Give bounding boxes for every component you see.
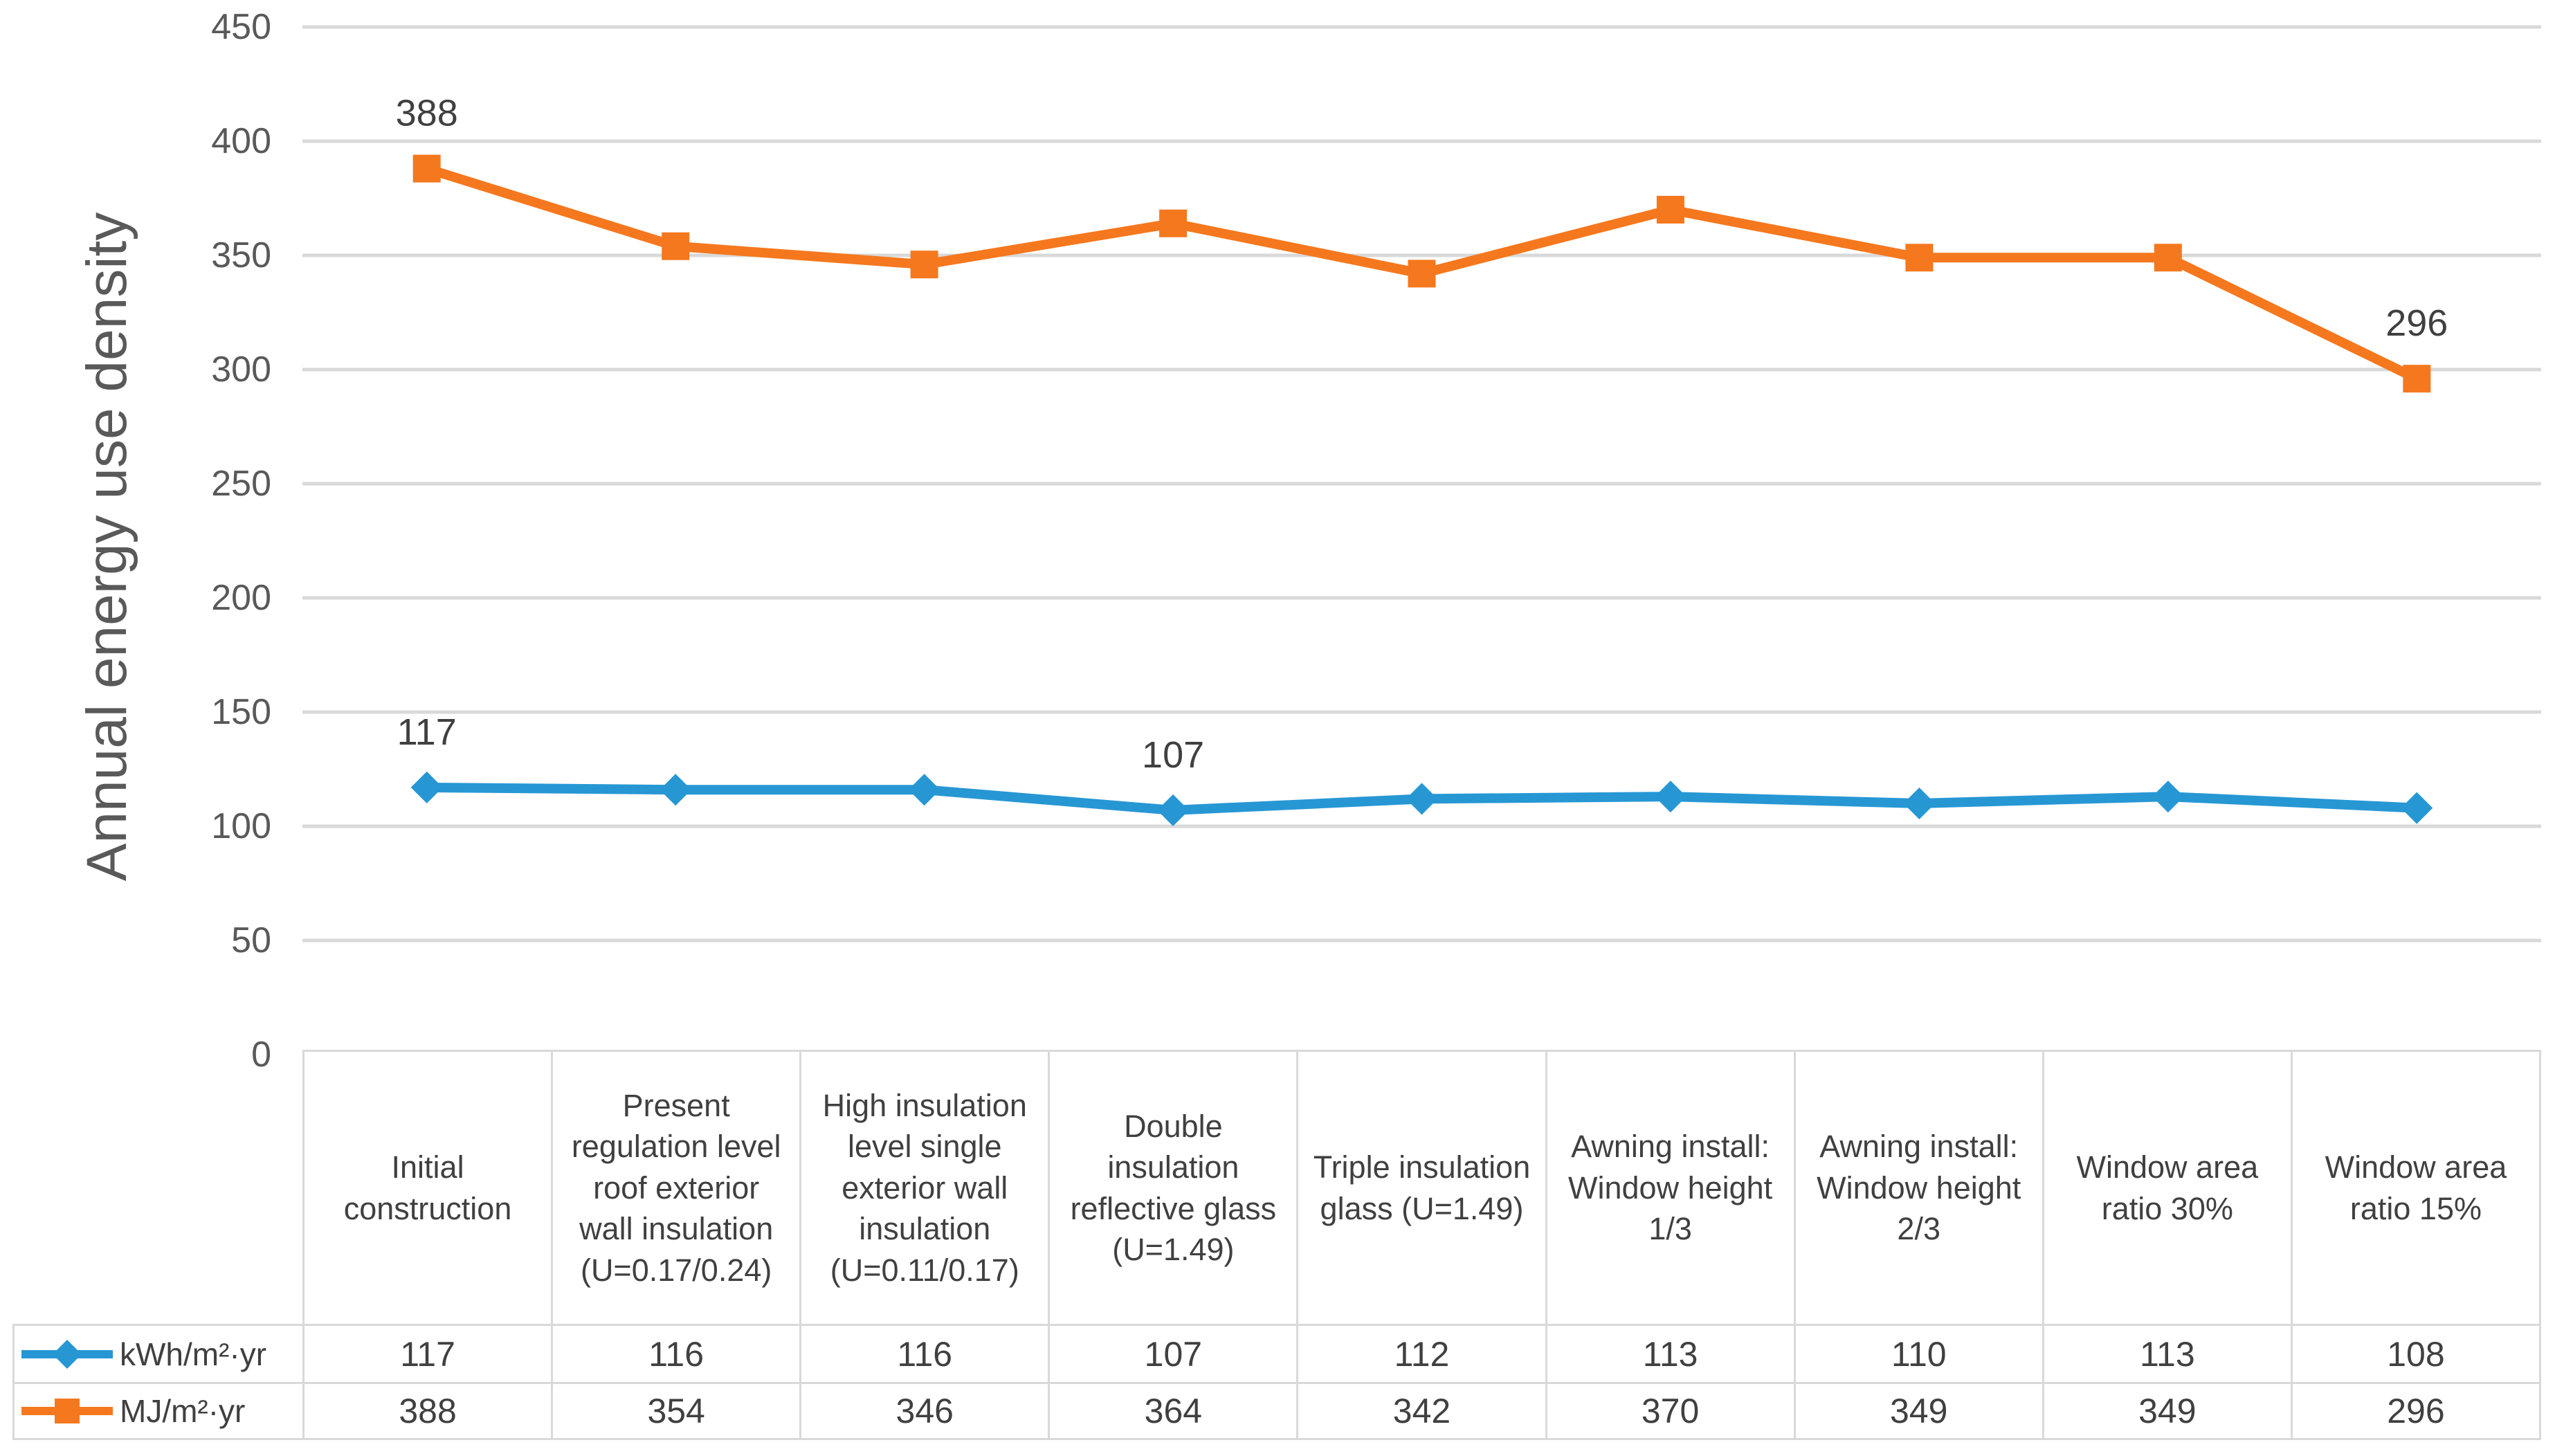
category-header-5: Awning install: Window height 1/3 [1545,1050,1796,1326]
series-name-label: MJ/m²·yr [120,1393,246,1429]
category-header-3: Double insulation reflective glass (U=1.… [1048,1050,1299,1326]
table-row-mj: MJ/m²·yr 388 354 346 364 342 370 349 349 296 [12,1382,2542,1440]
value-cell-mj-5: 370 [1545,1382,1796,1440]
y-tick-label-50: 50 [231,920,271,961]
category-header-4: Triple insulation glass (U=1.49) [1296,1050,1547,1326]
data-point-marker [2152,781,2184,813]
value-cell-mj-0: 388 [302,1382,554,1440]
y-tick-label-300: 300 [211,349,271,390]
data-label: 388 [396,93,458,134]
y-tick-label-400: 400 [211,121,271,161]
data-point-marker [2154,244,2182,272]
y-tick-label-150: 150 [211,692,271,732]
data-point-marker [662,232,690,260]
data-point-marker [1406,783,1438,815]
data-point-marker [1656,196,1684,224]
value-cell-mj-7: 349 [2042,1382,2293,1440]
data-label: 107 [1142,734,1204,776]
data-point-marker [1654,781,1686,813]
value-cell-kwh-5: 113 [1545,1324,1796,1384]
data-point-marker [410,771,443,803]
value-cell-kwh-7: 113 [2042,1324,2293,1384]
value-cell-kwh-4: 112 [1296,1324,1547,1384]
category-header-8: Window area ratio 15% [2290,1050,2542,1326]
data-point-marker [908,774,940,806]
data-point-marker [2403,365,2431,393]
legend-cell-mj: MJ/m²·yr [12,1382,304,1440]
data-point-marker [1159,209,1188,237]
data-point-marker [660,774,692,806]
category-header-7: Window area ratio 30% [2042,1050,2293,1326]
category-header-1: Present regulation level roof exterior w… [551,1050,802,1326]
table-corner-cell [13,1050,304,1326]
category-header-6: Awning install: Window height 2/3 [1793,1050,2044,1326]
value-cell-mj-8: 296 [2290,1382,2542,1440]
data-point-marker [2401,792,2433,824]
data-point-marker [910,251,938,279]
y-tick-label-100: 100 [211,806,271,846]
value-cell-kwh-2: 116 [799,1324,1051,1384]
table-row-kwh: kWh/m²·yr 117 116 116 107 112 113 110 113 108 [12,1324,2542,1384]
data-point-marker [1408,260,1436,288]
y-tick-label-350: 350 [211,235,271,275]
value-cell-kwh-8: 108 [2290,1324,2542,1384]
value-cell-mj-4: 342 [1296,1382,1547,1440]
y-tick-label-250: 250 [211,464,271,504]
value-cell-mj-6: 349 [1793,1382,2044,1440]
data-point-marker [412,154,441,183]
value-cell-mj-1: 354 [551,1382,802,1440]
data-table: Initial construction Present regulation l… [12,1050,2542,1440]
value-cell-kwh-6: 110 [1793,1324,2044,1384]
y-tick-label-450: 450 [211,7,271,47]
value-cell-kwh-3: 107 [1048,1324,1299,1384]
category-header-2: High insulation level single exterior wa… [799,1050,1051,1326]
value-cell-mj-2: 346 [799,1382,1051,1440]
legend-cell-kwh: kWh/m²·yr [12,1324,304,1384]
y-tick-label-200: 200 [211,578,271,618]
data-label: 117 [397,711,457,753]
value-cell-kwh-0: 117 [302,1324,554,1384]
category-header-0: Initial construction [302,1050,554,1326]
value-cell-kwh-1: 116 [551,1324,802,1384]
series-name-label: kWh/m²·yr [120,1336,267,1372]
data-table-container: Initial construction Present regulation l… [12,1050,2542,1440]
data-point-marker [1903,788,1936,819]
value-cell-mj-3: 364 [1048,1382,1299,1440]
data-point-marker [1905,244,1934,272]
mj-legend-key-icon [21,1399,113,1423]
kwh-legend-key-icon [21,1339,113,1369]
data-label: 296 [2385,302,2448,344]
data-point-marker [1157,794,1190,826]
